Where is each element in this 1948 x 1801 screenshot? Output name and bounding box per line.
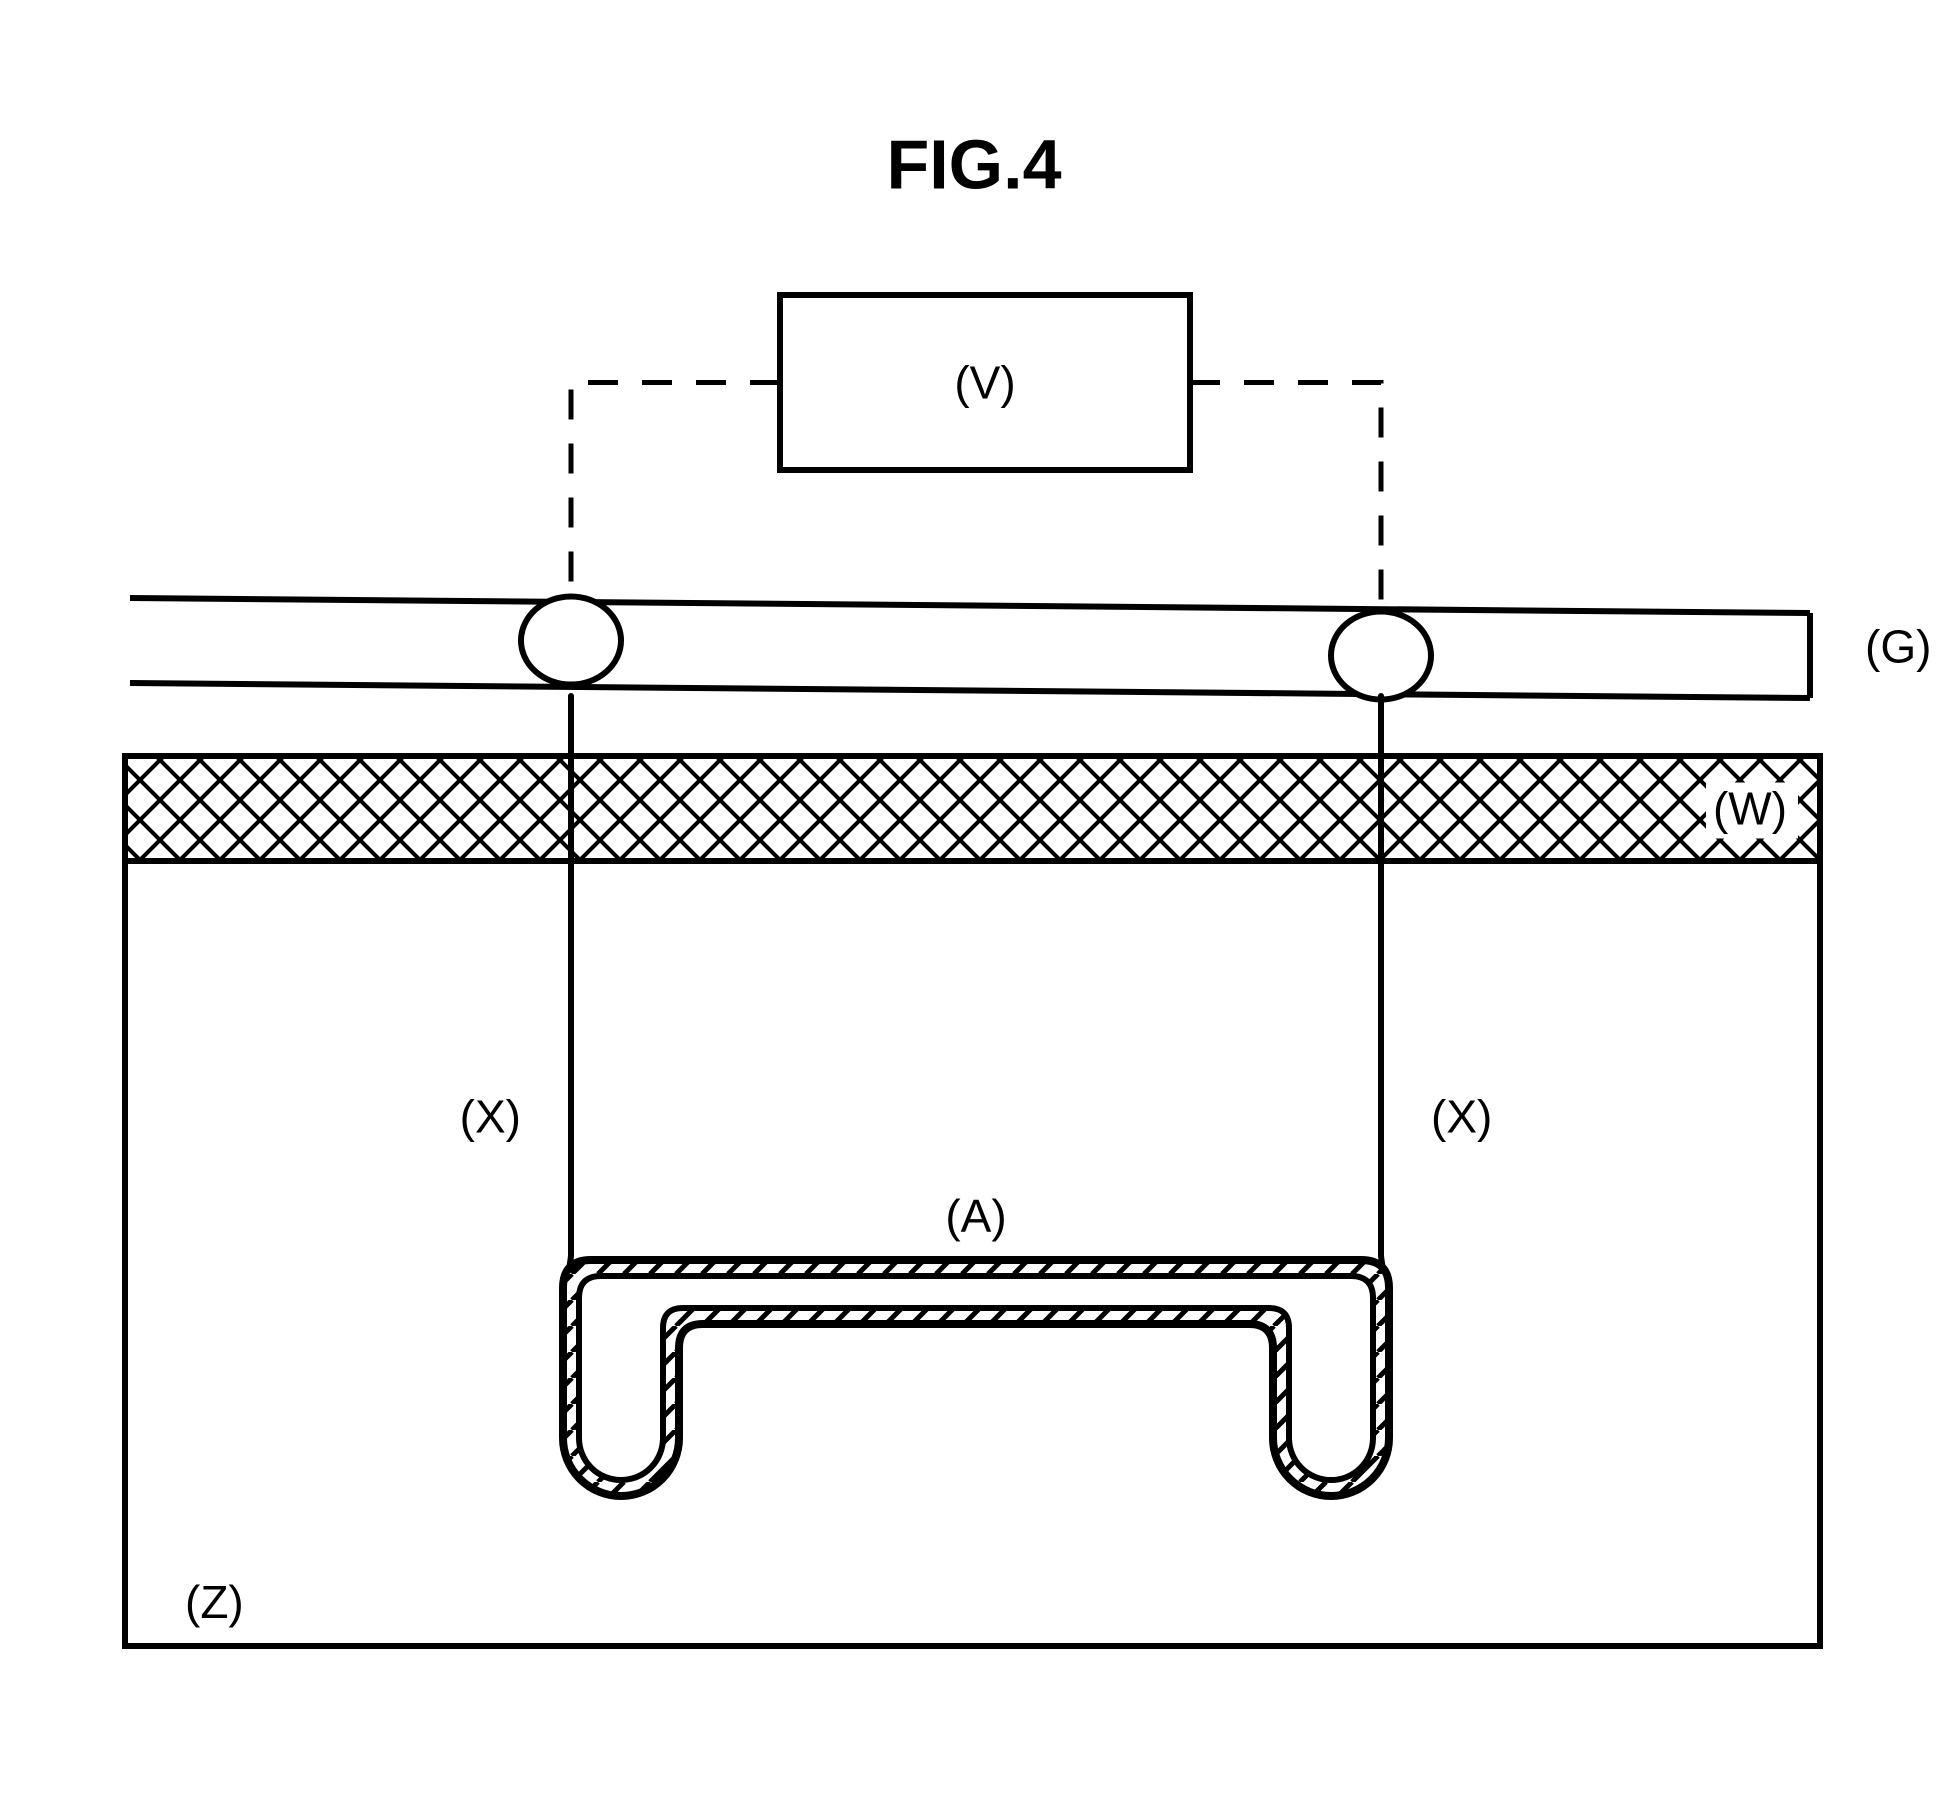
x-label-right: (X) (1431, 1091, 1492, 1143)
w-label: (W) (1713, 783, 1787, 835)
diagram-svg: FIG.4 (V) (G) (W) (Z) (A) (X) (X) (0, 0, 1948, 1801)
z-label: (Z) (185, 1576, 244, 1628)
g-label: (G) (1865, 621, 1931, 673)
figure-title: FIG.4 (886, 125, 1061, 203)
clip-a-outer (563, 1260, 1389, 1496)
electrode-right (1381, 696, 1383, 1270)
clip-a-inner (579, 1276, 1373, 1480)
figure-canvas: FIG.4 (V) (G) (W) (Z) (A) (X) (X) (0, 0, 1948, 1801)
dashed-wire-left (571, 383, 780, 609)
dashed-wire-right (1190, 383, 1381, 609)
z-box (125, 861, 1820, 1646)
w-bar (125, 756, 1820, 861)
x-label-left: (X) (460, 1091, 521, 1143)
rod-ring-right (1331, 612, 1431, 700)
electrode-left (569, 696, 571, 1270)
clip-a-fill (563, 1260, 1389, 1496)
v-label: (V) (954, 357, 1015, 409)
a-label: (A) (945, 1190, 1006, 1242)
rod-bottom (130, 683, 1810, 698)
rod-ring-left (521, 597, 621, 685)
rod-top (130, 598, 1810, 613)
